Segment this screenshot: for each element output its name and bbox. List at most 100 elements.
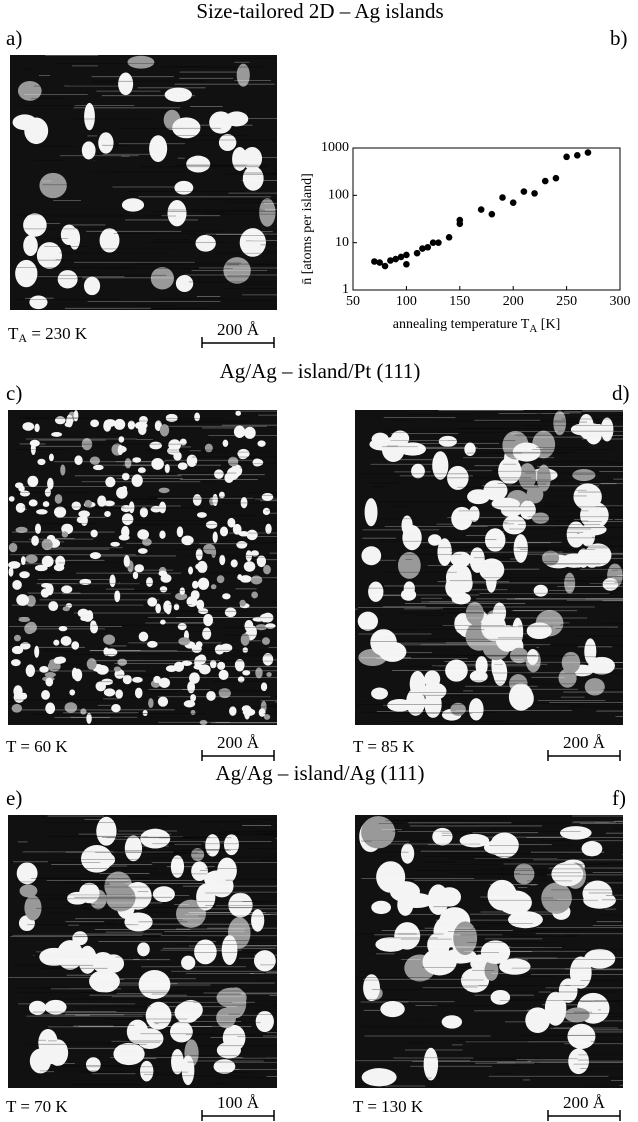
island xyxy=(469,670,488,683)
island xyxy=(228,892,253,918)
island xyxy=(564,1007,590,1023)
caption-part: A xyxy=(18,331,27,345)
island xyxy=(380,1001,405,1018)
island xyxy=(147,640,158,648)
island xyxy=(78,510,90,518)
island xyxy=(199,719,208,725)
island xyxy=(41,555,54,568)
island xyxy=(252,458,262,467)
island xyxy=(98,132,114,154)
island xyxy=(186,155,211,173)
data-point xyxy=(531,190,538,197)
caption: T = 130 K xyxy=(353,1097,424,1116)
island xyxy=(468,698,484,721)
island xyxy=(255,624,268,631)
island xyxy=(23,213,47,237)
island xyxy=(584,638,597,665)
island xyxy=(209,659,217,669)
island xyxy=(48,601,59,612)
stm-image xyxy=(355,815,623,1088)
island xyxy=(34,564,48,572)
island xyxy=(459,833,490,848)
island xyxy=(164,87,192,102)
island xyxy=(197,577,210,590)
scale-label: 200 Å xyxy=(217,733,260,752)
island xyxy=(102,954,125,973)
island xyxy=(371,687,388,700)
island xyxy=(27,475,39,488)
data-point xyxy=(563,153,570,161)
island xyxy=(48,453,54,462)
scale-bar xyxy=(201,337,275,348)
island xyxy=(36,509,48,515)
island xyxy=(222,439,229,448)
island xyxy=(117,658,128,666)
island xyxy=(16,862,38,885)
island xyxy=(150,505,162,513)
island xyxy=(24,895,42,921)
island xyxy=(192,494,202,506)
island xyxy=(588,544,610,562)
island xyxy=(251,909,265,932)
island xyxy=(265,523,272,535)
island xyxy=(191,861,208,882)
island xyxy=(513,863,535,885)
island xyxy=(17,80,42,101)
island xyxy=(13,634,21,642)
island xyxy=(225,111,249,127)
island xyxy=(364,498,378,527)
island xyxy=(536,464,551,492)
island xyxy=(79,578,92,586)
island xyxy=(103,634,116,645)
island xyxy=(127,55,155,69)
island xyxy=(105,884,136,912)
island xyxy=(451,506,473,531)
island xyxy=(568,1048,589,1075)
island xyxy=(39,172,67,199)
island xyxy=(217,857,237,884)
island xyxy=(142,538,152,546)
island xyxy=(542,550,560,566)
island xyxy=(238,530,249,537)
island xyxy=(142,709,148,716)
island xyxy=(490,989,511,1005)
island xyxy=(139,415,148,425)
island xyxy=(175,899,206,928)
island xyxy=(57,270,78,289)
x-tick-label: 250 xyxy=(556,294,577,309)
island xyxy=(484,959,499,981)
island xyxy=(167,200,187,227)
island xyxy=(218,491,225,499)
island xyxy=(260,682,268,692)
island xyxy=(103,420,112,432)
island xyxy=(8,496,15,502)
island xyxy=(34,423,40,433)
island xyxy=(253,950,276,972)
island xyxy=(11,645,24,655)
island xyxy=(493,659,508,686)
island xyxy=(250,575,263,585)
scale-bar xyxy=(547,750,621,761)
island xyxy=(90,620,97,630)
island xyxy=(179,587,186,595)
island xyxy=(44,488,51,497)
island xyxy=(71,667,78,680)
island xyxy=(561,651,581,674)
data-point xyxy=(445,233,453,241)
data-point xyxy=(413,249,421,257)
island xyxy=(216,1007,236,1029)
island xyxy=(210,584,217,590)
island xyxy=(109,574,116,588)
island xyxy=(441,1015,463,1029)
island xyxy=(479,558,505,582)
island xyxy=(165,602,172,615)
island xyxy=(191,644,202,653)
island xyxy=(196,599,205,610)
island xyxy=(121,486,128,492)
island xyxy=(460,967,490,993)
island xyxy=(221,935,238,966)
island xyxy=(437,887,462,907)
island xyxy=(558,668,577,688)
panel-label: a) xyxy=(6,26,22,50)
island xyxy=(73,410,79,422)
